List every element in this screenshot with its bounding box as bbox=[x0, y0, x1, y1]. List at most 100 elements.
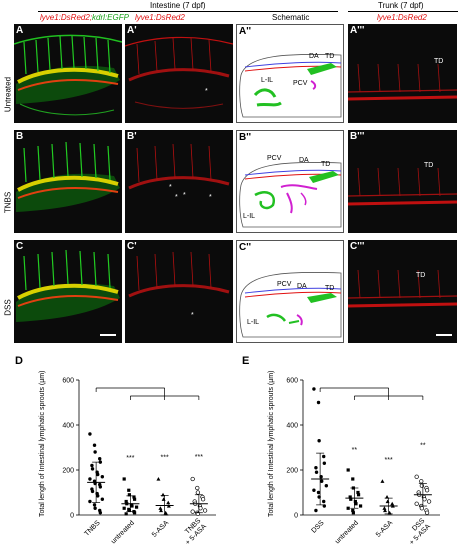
dsred-image bbox=[128, 251, 230, 298]
category-label-text: untreated bbox=[110, 520, 136, 546]
trunk-dsred-image bbox=[348, 63, 457, 101]
panel-label-a: A bbox=[16, 25, 24, 36]
data-point bbox=[419, 479, 424, 484]
data-point bbox=[419, 506, 425, 511]
data-point bbox=[90, 487, 94, 491]
data-point bbox=[190, 476, 195, 482]
data-point bbox=[127, 507, 131, 511]
data-point bbox=[380, 479, 385, 483]
data-point bbox=[351, 486, 355, 490]
dsred-image bbox=[125, 36, 233, 109]
data-point bbox=[93, 481, 97, 486]
data-point bbox=[195, 485, 200, 491]
panel-a: A bbox=[14, 24, 122, 123]
data-point bbox=[166, 504, 171, 508]
data-point bbox=[316, 400, 321, 405]
data-point bbox=[163, 510, 168, 515]
data-point bbox=[96, 472, 100, 477]
data-point bbox=[92, 479, 97, 483]
data-point bbox=[98, 482, 102, 487]
data-point bbox=[122, 477, 126, 481]
data-point bbox=[424, 508, 429, 513]
schematic-c-da: DA bbox=[297, 283, 307, 290]
chart-e-significance: *** bbox=[385, 457, 393, 464]
schematic-drawing bbox=[239, 162, 342, 228]
data-point bbox=[356, 490, 360, 495]
data-point bbox=[90, 463, 94, 468]
data-point bbox=[317, 439, 321, 443]
data-point bbox=[193, 501, 198, 506]
chart-d-category-label: TNBS+ 5-ASA bbox=[184, 517, 208, 546]
panel-label-b-triple-prime: B''' bbox=[350, 131, 365, 142]
data-point bbox=[424, 510, 430, 515]
data-point bbox=[416, 490, 421, 495]
asterisk-b-prime-1: * bbox=[169, 184, 172, 191]
data-point bbox=[132, 510, 136, 514]
panel-b-prime: B' * * * * bbox=[125, 130, 233, 233]
data-point bbox=[419, 483, 425, 488]
schematic-c-pcv: PCV bbox=[277, 281, 292, 288]
data-point bbox=[414, 474, 419, 479]
data-point bbox=[385, 495, 390, 499]
data-point bbox=[190, 509, 195, 514]
col1-header-green: kdrl:EGFP bbox=[92, 13, 129, 22]
data-point bbox=[158, 506, 163, 510]
data-point bbox=[421, 494, 427, 500]
data-point bbox=[312, 387, 316, 391]
data-point bbox=[349, 497, 353, 501]
trunk-dsred-image bbox=[348, 167, 457, 206]
category-label-text: + 5-ASA bbox=[408, 523, 432, 547]
chart-label-e: E bbox=[242, 355, 250, 367]
data-point bbox=[88, 477, 92, 481]
trunk-c-td: TD bbox=[416, 272, 426, 279]
data-point bbox=[320, 479, 324, 483]
data-point bbox=[385, 499, 390, 504]
intestine-header: Intestine (7 dpf) bbox=[150, 1, 206, 10]
data-point bbox=[417, 492, 422, 497]
panel-label-c-double-prime: C'' bbox=[239, 242, 251, 253]
panel-label-c-prime: C' bbox=[127, 241, 137, 252]
data-point bbox=[322, 454, 326, 459]
schematic-a-lil: L-IL bbox=[261, 77, 274, 84]
data-point bbox=[161, 497, 166, 501]
panel-b-double-prime: B'' PCV DA TD L-IL bbox=[236, 130, 344, 233]
data-point bbox=[132, 495, 136, 499]
schematic-drawing bbox=[239, 272, 342, 338]
panel-label-a-prime: A' bbox=[127, 25, 137, 36]
category-label-text: TNBS bbox=[84, 519, 102, 537]
data-point bbox=[132, 511, 137, 515]
col2-header: lyve1:DsRed2 bbox=[135, 13, 185, 22]
data-point bbox=[200, 497, 206, 502]
schematic-drawing bbox=[239, 53, 342, 118]
col1-header-separator: ; bbox=[89, 13, 93, 22]
data-point bbox=[314, 470, 319, 474]
chart-e-significance: ** bbox=[352, 447, 358, 454]
row-label-untreated: Untreated bbox=[3, 76, 13, 113]
chart-e-category-label: untreated bbox=[334, 520, 360, 546]
trunk-b-td: TD bbox=[424, 162, 434, 169]
panel-label-c: C bbox=[16, 241, 24, 252]
row-label-tnbs: TNBS bbox=[3, 191, 13, 214]
panel-c: C bbox=[14, 240, 122, 343]
data-point bbox=[98, 511, 103, 515]
data-point bbox=[422, 497, 427, 502]
schematic-c-td: TD bbox=[325, 285, 335, 292]
chart-d-significance: *** bbox=[161, 454, 169, 461]
panel-label-c-triple-prime: C''' bbox=[350, 241, 365, 252]
data-point bbox=[322, 504, 327, 508]
chart-d-significance: *** bbox=[195, 454, 203, 461]
chart-d-category-label: 5-ASA bbox=[151, 519, 170, 538]
asterisk-c-prime: * bbox=[191, 312, 194, 319]
trunk-header-line bbox=[348, 11, 458, 12]
data-point bbox=[92, 503, 97, 507]
data-point bbox=[312, 488, 316, 492]
data-point bbox=[317, 495, 321, 499]
asterisk-b-prime-2: * bbox=[175, 194, 178, 201]
data-point bbox=[351, 477, 355, 481]
category-label-text: DSS bbox=[311, 519, 326, 534]
category-label-text: untreated bbox=[334, 520, 360, 546]
panel-c-triple-prime: C''' TD bbox=[348, 240, 457, 343]
panel-label-b-double-prime: B'' bbox=[239, 132, 251, 143]
chart-d-ytick-label: 0 bbox=[70, 513, 74, 520]
data-point bbox=[100, 497, 105, 501]
